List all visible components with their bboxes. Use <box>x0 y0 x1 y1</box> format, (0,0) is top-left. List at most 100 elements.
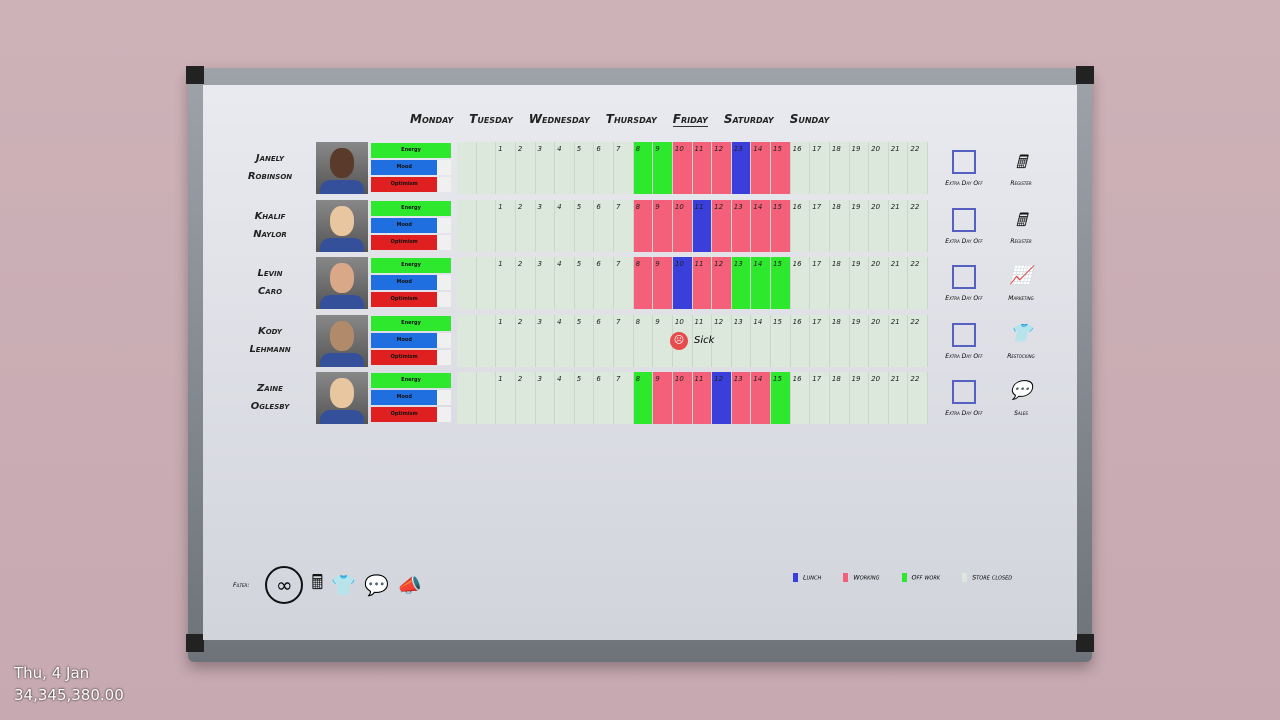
hour-cell[interactable]: 19 <box>850 257 870 309</box>
hour-cell[interactable]: 1 <box>496 257 516 309</box>
hour-cell[interactable] <box>457 199 477 252</box>
hour-cell[interactable]: 1 <box>496 314 516 367</box>
schedule-grid[interactable]: 1 2 3 4 5 6 7 8 9 10 11 12 13 14 15 16 17 18 19 20 21 22 <box>457 372 928 424</box>
hour-cell[interactable]: 9 <box>653 257 673 309</box>
shirt-icon[interactable]: 👕 <box>331 573 357 597</box>
hour-cell[interactable]: 19 <box>850 199 870 252</box>
tab-friday[interactable]: Friday <box>672 112 708 127</box>
extra-day-off-toggle[interactable]: Extra Day Off <box>936 380 992 417</box>
hour-cell[interactable]: 8 <box>633 142 654 194</box>
extra-day-off-toggle[interactable]: Extra Day Off <box>936 265 992 302</box>
hour-cell[interactable]: 3 <box>536 199 556 252</box>
hour-cell[interactable]: 8 <box>633 199 654 252</box>
hour-cell[interactable]: 5 <box>575 372 595 424</box>
hour-cell[interactable]: 7 <box>614 314 634 367</box>
checkbox[interactable] <box>952 380 976 404</box>
hour-cell[interactable]: 7 <box>614 257 634 309</box>
hour-cell[interactable]: 14 <box>751 257 771 309</box>
hour-cell[interactable] <box>457 257 477 309</box>
hour-cell[interactable]: 9 <box>653 372 673 424</box>
avatar[interactable] <box>316 142 368 194</box>
hour-cell[interactable]: 13 <box>731 257 752 309</box>
tab-wednesday[interactable]: Wednesday <box>528 112 590 126</box>
hour-cell[interactable]: 15 <box>771 142 791 194</box>
checkbox[interactable] <box>952 150 976 174</box>
hour-cell[interactable]: 18 <box>830 199 850 252</box>
checkbox[interactable] <box>952 322 976 347</box>
hour-cell[interactable]: 7 <box>614 199 634 252</box>
hour-cell[interactable]: 17 <box>810 257 830 309</box>
hour-cell[interactable]: 13 <box>731 199 752 252</box>
tab-monday[interactable]: Monday <box>410 112 454 126</box>
hour-cell[interactable]: 10 <box>672 257 693 309</box>
checkbox[interactable] <box>952 265 976 289</box>
hour-cell[interactable]: 13 <box>731 372 752 424</box>
hour-cell[interactable] <box>457 142 477 194</box>
hour-cell[interactable]: 9 <box>653 142 673 194</box>
hour-cell[interactable]: 20 <box>869 314 889 367</box>
hour-cell[interactable]: 18 <box>830 142 850 194</box>
hour-cell[interactable]: 6 <box>594 314 614 367</box>
hour-cell[interactable]: 21 <box>889 199 909 252</box>
hour-cell[interactable]: 19 <box>850 142 870 194</box>
hour-cell[interactable]: 2 <box>516 314 536 367</box>
infinity-icon[interactable]: ∞ <box>265 566 304 604</box>
hour-cell[interactable]: 16 <box>791 372 811 424</box>
department-button[interactable]: 🖩 Register <box>996 208 1046 245</box>
hour-cell[interactable]: 14 <box>751 199 771 252</box>
hour-cell[interactable]: 20 <box>869 372 889 424</box>
hour-cell[interactable]: 13 <box>732 314 752 367</box>
department-button[interactable]: 👕 Restocking <box>996 323 1046 360</box>
hour-cell[interactable]: 3 <box>536 257 556 309</box>
hour-cell[interactable]: 8 <box>633 257 654 309</box>
department-button[interactable]: 📈 Marketing <box>996 265 1046 302</box>
hour-cell[interactable]: 10 <box>672 142 693 194</box>
hour-cell[interactable]: 15 <box>771 199 791 252</box>
hour-cell[interactable]: 15 <box>771 314 791 367</box>
hour-cell[interactable] <box>477 372 497 424</box>
schedule-grid[interactable]: 1 2 3 4 5 6 7 8 9 10 11 12 13 14 15 16 17 18 19 20 21 22 <box>457 142 928 194</box>
hour-cell[interactable]: 21 <box>889 314 909 367</box>
hour-cell[interactable]: 21 <box>889 257 909 309</box>
hour-cell[interactable]: 13 <box>731 142 752 194</box>
hour-cell[interactable] <box>457 314 477 367</box>
hour-cell[interactable]: 20 <box>869 199 889 252</box>
avatar[interactable] <box>316 199 368 252</box>
checkbox[interactable] <box>952 207 976 232</box>
hour-cell[interactable]: 7 <box>614 142 634 194</box>
tab-thursday[interactable]: Thursday <box>605 112 657 126</box>
hour-cell[interactable]: 2 <box>516 142 536 194</box>
hour-cell[interactable]: 10 <box>672 372 693 424</box>
hour-cell[interactable]: 4 <box>555 372 575 424</box>
hour-cell[interactable]: 21 <box>889 372 909 424</box>
avatar[interactable] <box>316 314 368 367</box>
hour-cell[interactable]: 5 <box>575 257 595 309</box>
hour-cell[interactable] <box>457 372 477 424</box>
hour-cell[interactable]: 20 <box>869 257 889 309</box>
hour-cell[interactable]: 16 <box>791 314 811 367</box>
hour-cell[interactable]: 11 <box>692 142 713 194</box>
hour-cell[interactable]: 6 <box>594 199 614 252</box>
hour-cell[interactable]: 18 <box>830 314 850 367</box>
extra-day-off-toggle[interactable]: Extra Day Off <box>936 207 992 245</box>
tab-tuesday[interactable]: Tuesday <box>469 112 513 126</box>
speech-bubbles-icon[interactable]: 💬 <box>364 573 390 597</box>
hour-cell[interactable]: 17 <box>810 314 830 367</box>
hour-cell[interactable]: 6 <box>594 257 614 309</box>
hour-cell[interactable]: 15 <box>771 257 791 309</box>
hour-cell[interactable]: 11 <box>693 314 713 367</box>
tab-saturday[interactable]: Saturday <box>723 112 774 126</box>
hour-cell[interactable]: 2 <box>516 199 536 252</box>
hour-cell[interactable]: 3 <box>536 314 556 367</box>
hour-cell[interactable]: 22 <box>908 142 928 194</box>
hour-cell[interactable]: 8 <box>634 314 654 367</box>
hour-cell[interactable] <box>477 257 497 309</box>
hour-cell[interactable]: 22 <box>908 314 928 367</box>
hour-cell[interactable]: 2 <box>516 257 536 309</box>
hour-cell[interactable]: 16 <box>791 199 811 252</box>
hour-cell[interactable]: 16 <box>791 142 811 194</box>
hour-cell[interactable]: 14 <box>751 314 771 367</box>
hour-cell[interactable]: 6 <box>594 372 614 424</box>
department-button[interactable]: 💬 Sales <box>996 380 1046 417</box>
hour-cell[interactable]: 22 <box>908 372 928 424</box>
